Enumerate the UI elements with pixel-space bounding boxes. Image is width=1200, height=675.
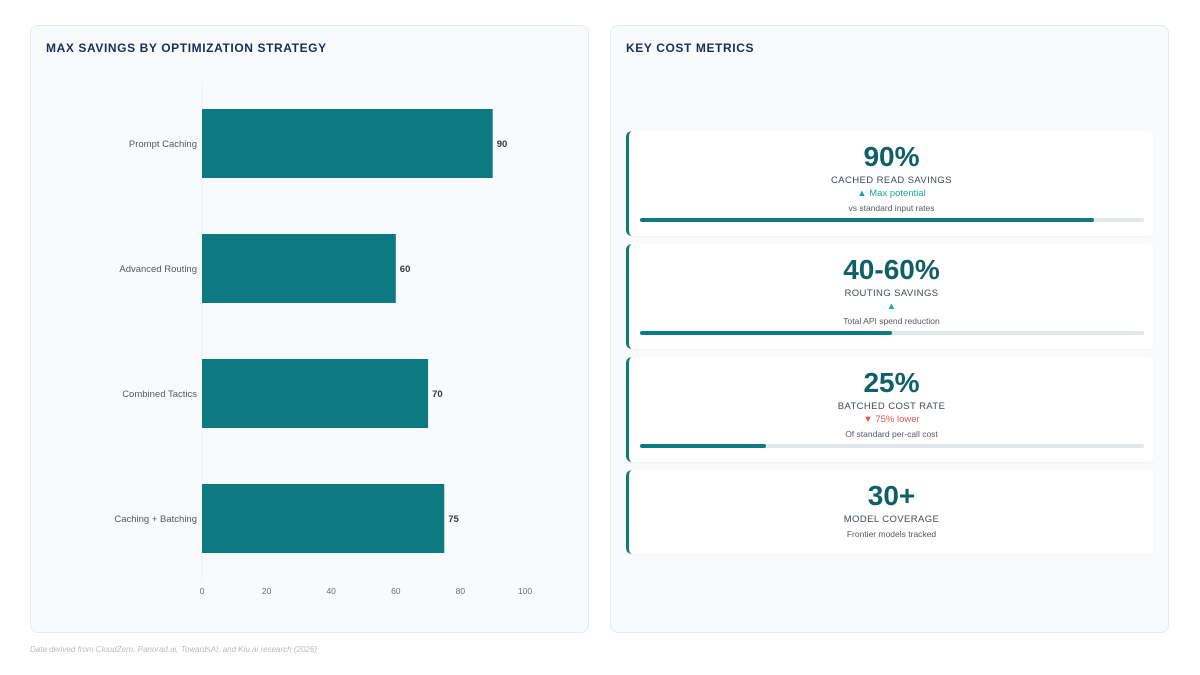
- x-tick-label: 80: [456, 586, 466, 596]
- category-label: Caching + Batching: [114, 514, 197, 525]
- x-tick-label: 40: [326, 586, 336, 596]
- metrics-panel: KEY COST METRICS 90% CACHED READ SAVINGS…: [610, 25, 1169, 633]
- bar: [202, 234, 396, 303]
- category-label: Advanced Routing: [119, 264, 197, 275]
- metric-subtext: vs standard input rates: [848, 203, 935, 213]
- chart-panel: MAX SAVINGS BY OPTIMIZATION STRATEGY Pro…: [30, 25, 589, 633]
- metric-progress-track: [640, 444, 1144, 448]
- metric-progress-fill: [640, 218, 1094, 222]
- bar: [202, 359, 429, 428]
- bar: [202, 484, 445, 553]
- metric-card-model-coverage: 30+ MODEL COVERAGE Frontier models track…: [626, 470, 1154, 554]
- metric-label: ROUTING SAVINGS: [844, 288, 939, 299]
- metric-card-routing: 40-60% ROUTING SAVINGS ▲ Total API spend…: [626, 244, 1154, 349]
- source-footnote: Data derived from CloudZero, Panorad.ai,…: [30, 645, 317, 654]
- x-tick-label: 100: [518, 586, 532, 596]
- metric-subtext: Of standard per-call cost: [845, 429, 938, 439]
- category-label: Prompt Caching: [129, 139, 197, 150]
- metric-change: ▲ Max potential: [857, 188, 926, 199]
- metric-value: 25%: [863, 367, 920, 398]
- metric-change: ▼ 75% lower: [863, 414, 920, 425]
- metric-progress-track: [640, 331, 1144, 335]
- metric-value: 30+: [867, 480, 916, 511]
- metric-label: BATCHED COST RATE: [837, 401, 946, 412]
- x-tick-label: 0: [200, 586, 205, 596]
- x-tick-label: 60: [391, 586, 401, 596]
- category-label: Combined Tactics: [122, 389, 197, 400]
- metric-progress-fill: [640, 331, 892, 335]
- metric-card-cached-read: 90% CACHED READ SAVINGS ▲ Max potential …: [626, 131, 1154, 236]
- metric-change: ▲: [886, 301, 897, 312]
- data-label: 75: [448, 514, 459, 525]
- metric-progress-track: [640, 218, 1144, 222]
- savings-bar-chart: Prompt Caching 90 Advanced Routing 60 Combin…: [114, 81, 532, 596]
- bar: [202, 109, 493, 178]
- metric-value: 40-60%: [843, 254, 940, 285]
- metrics-title: KEY COST METRICS: [626, 41, 755, 55]
- data-label: 60: [400, 264, 411, 275]
- metric-subtext: Total API spend reduction: [843, 316, 940, 326]
- x-tick-label: 20: [262, 586, 272, 596]
- metric-value: 90%: [863, 141, 920, 172]
- data-label: 90: [497, 139, 508, 150]
- metric-label: MODEL COVERAGE: [843, 514, 940, 525]
- metric-label: CACHED READ SAVINGS: [831, 175, 952, 186]
- metric-progress-fill: [640, 444, 766, 448]
- metric-card-batched-cost: 25% BATCHED COST RATE ▼ 75% lower Of sta…: [626, 357, 1154, 462]
- metric-subtext: Frontier models tracked: [846, 529, 937, 539]
- data-label: 70: [432, 389, 443, 400]
- chart-title: MAX SAVINGS BY OPTIMIZATION STRATEGY: [46, 41, 327, 55]
